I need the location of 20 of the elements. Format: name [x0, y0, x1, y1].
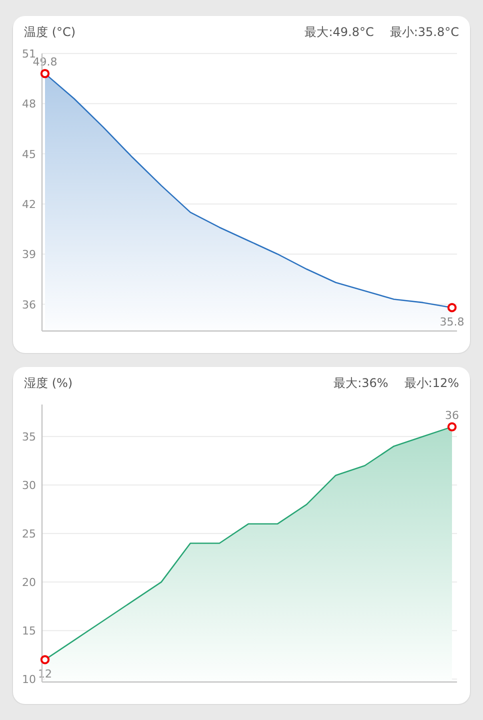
- y-tick-label: 25: [22, 528, 36, 541]
- chart-title: 温度 (°C): [24, 25, 76, 39]
- text: 最大:49.8°C: [304, 25, 374, 39]
- y-tick-label: 15: [22, 624, 36, 638]
- y-tick-label: 42: [22, 198, 36, 211]
- y-tick-label: 51: [22, 48, 36, 60]
- y-tick-label: 20: [22, 576, 36, 590]
- data-label: 36: [445, 408, 459, 422]
- y-tick-label: 45: [22, 148, 36, 161]
- chart-title: 湿度 (%): [24, 376, 73, 390]
- y-tick-label: 39: [22, 248, 36, 262]
- y-tick-label: 10: [22, 673, 36, 686]
- text: 最小:12%: [404, 376, 459, 390]
- y-tick-label: 36: [22, 298, 36, 312]
- y-tick-label: 30: [22, 479, 36, 492]
- text: 最大:36%: [334, 376, 388, 390]
- y-tick-label: 35: [22, 430, 36, 444]
- y-tick-label: 48: [22, 98, 36, 111]
- data-label: 35.8: [440, 316, 464, 329]
- text: 最小:35.8°C: [390, 25, 459, 39]
